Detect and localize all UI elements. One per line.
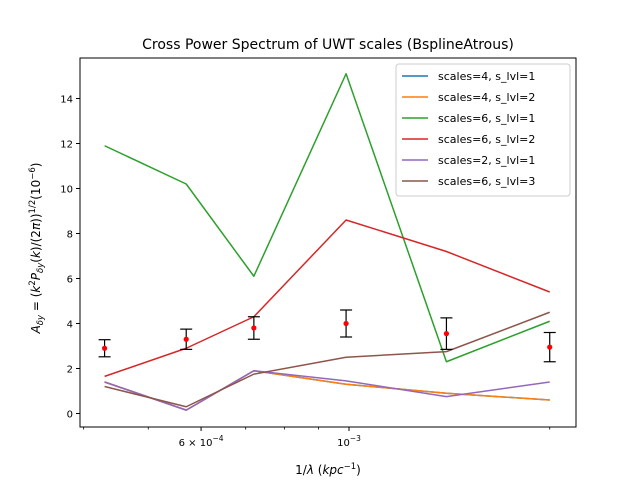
legend-entry-1: scales=4, s_lvl=1 (402, 70, 535, 83)
y-tick-label: 10 (60, 185, 73, 196)
errorbar-marker (251, 325, 257, 331)
series-line-4 (104, 219, 550, 378)
errorbar-4 (340, 309, 353, 338)
plot-area (98, 73, 556, 411)
axes-frame (79, 57, 577, 428)
y-tick-label: 2 (67, 365, 73, 376)
x-tick-label: 10−3 (337, 434, 361, 449)
y-tick-label: 6 (67, 275, 73, 286)
errorbar-2 (180, 328, 193, 350)
legend-label: scales=2, s_lvl=1 (438, 154, 535, 167)
y-tick-label: 8 (67, 230, 73, 241)
legend-label: scales=4, s_lvl=2 (438, 91, 535, 104)
errorbar-marker (183, 336, 189, 342)
legend-label: scales=6, s_lvl=2 (438, 133, 535, 146)
legend-label: scales=6, s_lvl=1 (438, 112, 535, 125)
y-axis-label-wrapper: Aδy = (k2Pδy(k)/(2π))1/2(10−6) (28, 163, 46, 335)
errorbar-marker (101, 345, 108, 351)
legend-box (395, 63, 571, 197)
y-tick-label: 14 (60, 95, 73, 106)
errorbar-3 (247, 316, 260, 340)
series-line-5 (104, 370, 550, 411)
legend-entry-6: scales=6, s_lvl=3 (402, 175, 535, 188)
y-tick-label: 12 (60, 140, 73, 151)
legend-label: scales=4, s_lvl=1 (438, 70, 535, 83)
legend: scales=4, s_lvl=1 scales=4, s_lvl=2scales… (395, 63, 571, 197)
y-tick-label: 0 (67, 410, 73, 421)
errorbar-1 (98, 339, 111, 358)
chart-title: Cross Power Spectrum of UWT scales (Bspl… (142, 37, 514, 53)
errorbar-marker (343, 320, 349, 327)
legend-entry-5: scales=2, s_lvl=1 (402, 154, 535, 167)
legend-entry-2: scales=4, s_lvl=2 (402, 91, 535, 104)
y-tick-label: 4 (67, 320, 73, 331)
series-line-3 (104, 73, 550, 363)
series-line-6 (104, 311, 550, 408)
errorbar-5 (440, 317, 453, 350)
y-axis-label: Aδy = (k2Pδy(k)/(2π))1/2(10−6) (28, 163, 46, 335)
errorbar-6 (543, 331, 556, 363)
x-tick-label: 6 × 10−4 (179, 434, 224, 449)
axes: 0 2 4 6 8 10 12 14 6 × 10−4 10−3 (60, 57, 577, 449)
errorbar-marker (443, 331, 450, 337)
legend-entry-3: scales=6, s_lvl=1 (402, 112, 535, 125)
legend-entry-4: scales=6, s_lvl=2 (402, 133, 535, 146)
legend-label: scales=6, s_lvl=3 (438, 175, 535, 188)
errorbar-marker (547, 344, 553, 350)
